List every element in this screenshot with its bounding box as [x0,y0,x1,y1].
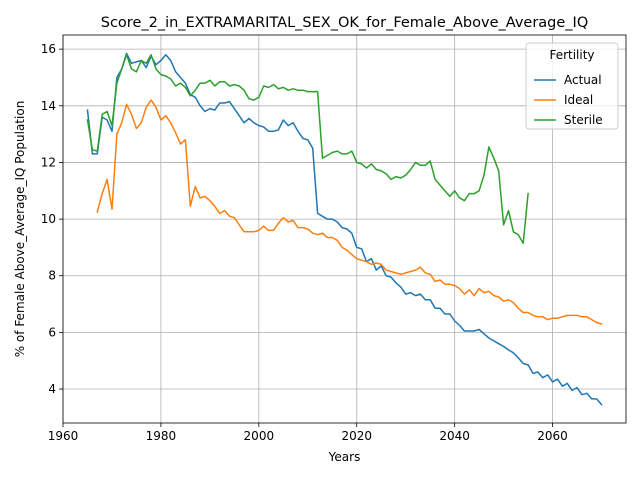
legend-label-actual: Actual [564,73,602,87]
legend: Fertility Actual Ideal Sterile [525,42,619,130]
x-tick-label: 2020 [341,429,372,443]
x-tick-label: 2060 [537,429,568,443]
chart-title: Score_2_in_EXTRAMARITAL_SEX_OK_for_Femal… [101,15,589,31]
plot-frame [62,34,627,424]
legend-label-ideal: Ideal [564,93,593,107]
y-tick-label: 8 [48,269,56,283]
legend-items: Actual Ideal Sterile [534,73,603,127]
series-lines [86,52,603,406]
y-tick-label: 6 [48,325,56,339]
y-tick-label: 12 [41,155,56,169]
x-tick-label: 2000 [244,429,275,443]
axis-ticks: 1960 1980 2000 2020 2040 2060 4 6 8 10 12 14 16 [41,42,568,443]
series-line-actual [86,52,603,406]
series-line-ideal [96,99,603,325]
y-tick-label: 10 [41,212,56,226]
x-tick-label: 2040 [439,429,470,443]
x-axis-label: Years [328,450,361,464]
series-line-sterile [86,54,529,244]
legend-label-sterile: Sterile [564,113,603,127]
x-tick-label: 1960 [48,429,79,443]
gridlines [62,35,626,423]
y-axis-label: % of Female Above_Average_IQ Population [13,101,27,358]
legend-title: Fertility [549,48,594,62]
y-tick-label: 4 [48,382,56,396]
y-tick-label: 16 [41,42,56,56]
x-tick-label: 1980 [146,429,177,443]
y-tick-label: 14 [41,99,56,113]
legend-box [525,42,619,130]
